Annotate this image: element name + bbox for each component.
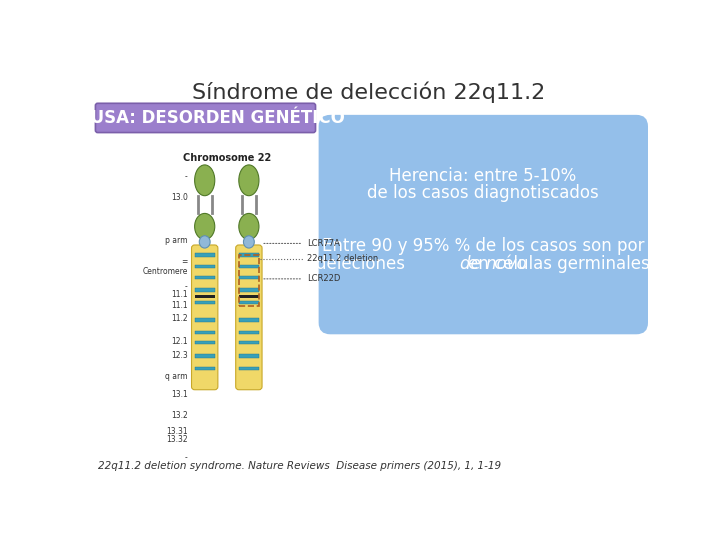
- Text: 22q11.2 deletion: 22q11.2 deletion: [307, 254, 378, 264]
- Text: 13.32: 13.32: [166, 435, 188, 443]
- FancyBboxPatch shape: [192, 245, 218, 390]
- Bar: [194, 331, 215, 334]
- Text: LCR77A: LCR77A: [307, 239, 340, 248]
- Ellipse shape: [239, 165, 259, 195]
- Bar: [194, 301, 215, 303]
- Text: 13.0: 13.0: [171, 193, 188, 202]
- Text: 22q11.2 deletion syndrome. Nature Reviews  Disease primers (2015), 1, 1-19: 22q11.2 deletion syndrome. Nature Review…: [98, 461, 501, 471]
- Ellipse shape: [243, 236, 254, 248]
- Text: CAUSA: DESORDEN GENÉTICO: CAUSA: DESORDEN GENÉTICO: [66, 109, 345, 127]
- Ellipse shape: [199, 236, 210, 248]
- Text: LCR22D: LCR22D: [307, 274, 341, 284]
- Bar: [239, 255, 259, 306]
- Text: Chromosome 22: Chromosome 22: [183, 153, 271, 164]
- Text: =: =: [181, 256, 188, 266]
- Text: 11.2: 11.2: [171, 314, 188, 323]
- Text: -: -: [185, 282, 188, 291]
- Text: q arm: q arm: [165, 372, 188, 381]
- Text: 11.1: 11.1: [171, 301, 188, 310]
- Text: Centromere: Centromere: [143, 267, 188, 276]
- Bar: [194, 318, 215, 322]
- Text: 12.1: 12.1: [171, 338, 188, 347]
- Ellipse shape: [239, 213, 259, 240]
- Bar: [239, 288, 259, 292]
- Ellipse shape: [194, 165, 215, 195]
- Bar: [194, 341, 215, 344]
- Text: Síndrome de delección 22q11.2: Síndrome de delección 22q11.2: [192, 82, 546, 103]
- Bar: [239, 253, 259, 257]
- Bar: [194, 295, 215, 298]
- Bar: [239, 275, 259, 279]
- FancyBboxPatch shape: [96, 103, 315, 132]
- Text: p arm: p arm: [165, 236, 188, 245]
- FancyBboxPatch shape: [319, 115, 648, 334]
- Text: -: -: [185, 172, 188, 181]
- Ellipse shape: [194, 213, 215, 240]
- Bar: [194, 354, 215, 358]
- Bar: [239, 301, 259, 303]
- Text: de los casos diagnotiscados: de los casos diagnotiscados: [367, 184, 599, 202]
- Text: deleciones            en células germinales: deleciones en células germinales: [316, 255, 649, 273]
- Text: de novo: de novo: [461, 255, 527, 273]
- Bar: [194, 288, 215, 292]
- Text: Herencia: entre 5-10%: Herencia: entre 5-10%: [390, 167, 577, 185]
- Bar: [239, 354, 259, 358]
- Bar: [239, 331, 259, 334]
- Bar: [194, 265, 215, 268]
- Bar: [239, 367, 259, 370]
- Text: -: -: [185, 453, 188, 462]
- Bar: [239, 265, 259, 268]
- Text: 13.1: 13.1: [171, 390, 188, 399]
- Text: Entre 90 y 95% % de los casos son por: Entre 90 y 95% % de los casos son por: [322, 237, 644, 255]
- Text: 11.1: 11.1: [171, 290, 188, 299]
- Bar: [239, 295, 259, 298]
- Text: 12.3: 12.3: [171, 352, 188, 360]
- Text: 13.31: 13.31: [166, 427, 188, 436]
- Bar: [194, 253, 215, 257]
- Bar: [239, 318, 259, 322]
- Bar: [194, 367, 215, 370]
- Bar: [194, 275, 215, 279]
- Bar: [239, 341, 259, 344]
- Text: 13.2: 13.2: [171, 410, 188, 420]
- FancyBboxPatch shape: [235, 245, 262, 390]
